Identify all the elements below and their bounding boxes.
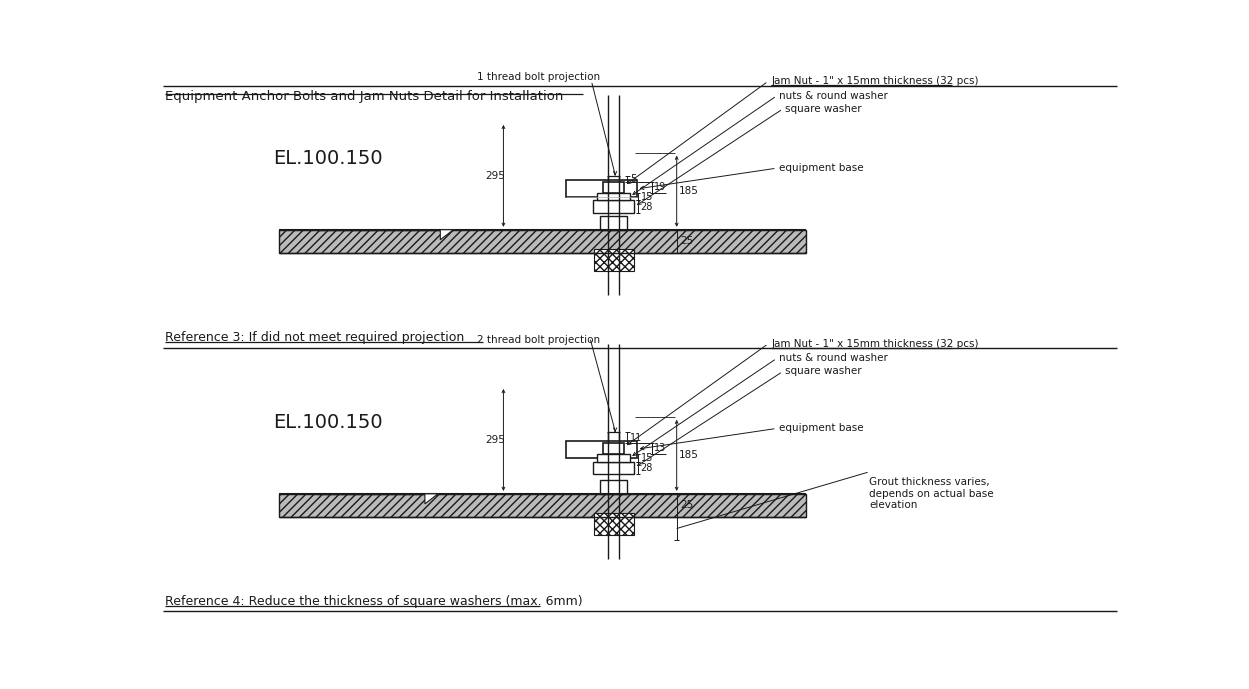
Bar — [593, 462, 634, 474]
Bar — [603, 443, 624, 454]
Bar — [593, 200, 634, 213]
Bar — [279, 494, 806, 517]
Text: 185: 185 — [679, 451, 699, 460]
Text: 15: 15 — [641, 453, 653, 463]
Text: 15: 15 — [641, 192, 653, 202]
Bar — [279, 229, 806, 253]
Text: Jam Nut - 1" x 15mm thickness (32 pcs): Jam Nut - 1" x 15mm thickness (32 pcs) — [772, 76, 979, 86]
Bar — [566, 441, 637, 457]
Text: 295: 295 — [485, 171, 505, 181]
Text: 295: 295 — [485, 435, 505, 445]
Text: 1 thread bolt projection: 1 thread bolt projection — [477, 72, 600, 82]
Text: 185: 185 — [679, 186, 699, 196]
Text: Jam Nut - 1" x 15mm thickness (32 pcs): Jam Nut - 1" x 15mm thickness (32 pcs) — [772, 339, 979, 349]
Text: nuts & round washer: nuts & round washer — [779, 91, 888, 101]
Bar — [593, 249, 633, 271]
Bar — [603, 182, 624, 193]
Polygon shape — [441, 229, 453, 240]
Text: 19: 19 — [654, 183, 667, 192]
Text: 13: 13 — [654, 444, 667, 453]
Bar — [600, 480, 627, 494]
Text: square washer: square washer — [786, 104, 862, 114]
Text: Equipment Anchor Bolts and Jam Nuts Detail for Installation: Equipment Anchor Bolts and Jam Nuts Deta… — [165, 90, 563, 103]
Text: equipment base: equipment base — [779, 424, 864, 433]
Text: equipment base: equipment base — [779, 163, 864, 173]
Text: 5: 5 — [629, 174, 636, 184]
Bar — [597, 454, 629, 462]
Text: 25: 25 — [679, 236, 693, 246]
Bar — [600, 216, 627, 229]
Text: Grout thickness varies,
depends on actual base
elevation: Grout thickness varies, depends on actua… — [869, 477, 994, 510]
Text: nuts & round washer: nuts & round washer — [779, 353, 888, 363]
Bar — [597, 193, 629, 200]
Text: 25: 25 — [679, 500, 693, 511]
Text: EL.100.150: EL.100.150 — [274, 413, 383, 432]
Text: 2 thread bolt projection: 2 thread bolt projection — [477, 335, 600, 345]
Text: 28: 28 — [641, 202, 653, 212]
Polygon shape — [425, 494, 438, 504]
Bar — [566, 181, 637, 198]
Text: 28: 28 — [641, 463, 653, 473]
Text: square washer: square washer — [786, 367, 862, 376]
Text: 11: 11 — [629, 433, 642, 442]
Text: Reference 3: If did not meet required projection: Reference 3: If did not meet required pr… — [165, 331, 465, 344]
Text: EL.100.150: EL.100.150 — [274, 149, 383, 167]
Bar — [593, 513, 633, 535]
Text: Reference 4: Reduce the thickness of square washers (max. 6mm): Reference 4: Reduce the thickness of squ… — [165, 595, 583, 608]
